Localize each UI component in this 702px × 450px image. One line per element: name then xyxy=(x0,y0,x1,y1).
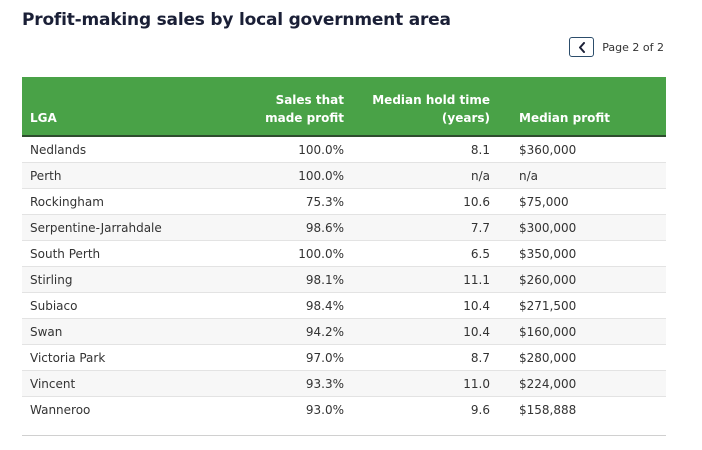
table-row: South Perth 100.0% 6.5 $350,000 xyxy=(22,240,666,267)
page-title: Profit-making sales by local government … xyxy=(22,10,451,30)
header-line: Median hold time xyxy=(372,93,490,107)
cell-median-profit: $75,000 xyxy=(490,188,666,215)
cell-lga: Nedlands xyxy=(22,136,220,163)
data-table: LGA Sales that made profit Median hold t… xyxy=(22,77,666,422)
cell-sales-profit: 75.3% xyxy=(220,188,344,215)
cell-lga: Subiaco xyxy=(22,292,220,319)
pagination: Page 2 of 2 xyxy=(569,37,664,57)
cell-median-profit: $160,000 xyxy=(490,318,666,345)
cell-hold-time: 10.4 xyxy=(344,318,490,345)
cell-sales-profit: 98.4% xyxy=(220,292,344,319)
cell-hold-time: 8.1 xyxy=(344,136,490,163)
cell-lga: Rockingham xyxy=(22,188,220,215)
chevron-left-icon xyxy=(578,38,586,57)
cell-lga: Victoria Park xyxy=(22,344,220,371)
cell-sales-profit: 100.0% xyxy=(220,162,344,189)
header-line: (years) xyxy=(441,111,490,125)
table-row: Rockingham 75.3% 10.6 $75,000 xyxy=(22,188,666,215)
cell-hold-time: 7.7 xyxy=(344,214,490,241)
table-row: Serpentine-Jarrahdale 98.6% 7.7 $300,000 xyxy=(22,214,666,241)
cell-sales-profit: 93.3% xyxy=(220,370,344,397)
column-header-lga[interactable]: LGA xyxy=(22,77,220,137)
cell-hold-time: n/a xyxy=(344,162,490,189)
cell-sales-profit: 94.2% xyxy=(220,318,344,345)
cell-lga: South Perth xyxy=(22,240,220,267)
cell-sales-profit: 100.0% xyxy=(220,136,344,163)
cell-hold-time: 11.0 xyxy=(344,370,490,397)
cell-median-profit: $300,000 xyxy=(490,214,666,241)
column-header-hold-time[interactable]: Median hold time (years) xyxy=(344,77,490,137)
cell-median-profit: $280,000 xyxy=(490,344,666,371)
divider xyxy=(22,435,666,436)
table-body: Nedlands 100.0% 8.1 $360,000 Perth 100.0% n/a n… xyxy=(22,136,666,422)
cell-hold-time: 8.7 xyxy=(344,344,490,371)
cell-lga: Perth xyxy=(22,162,220,189)
header-line: made profit xyxy=(265,111,344,125)
table-row: Stirling 98.1% 11.1 $260,000 xyxy=(22,266,666,293)
cell-sales-profit: 97.0% xyxy=(220,344,344,371)
table-header: LGA Sales that made profit Median hold t… xyxy=(22,77,666,137)
table-row: Nedlands 100.0% 8.1 $360,000 xyxy=(22,136,666,163)
cell-hold-time: 11.1 xyxy=(344,266,490,293)
previous-page-button[interactable] xyxy=(569,37,595,57)
cell-median-profit: $158,888 xyxy=(519,402,577,417)
table-row: Wanneroo 93.0% 9.6 $158,888 xyxy=(22,397,666,423)
cell-lga: Wanneroo xyxy=(30,402,91,417)
table-row: Victoria Park 97.0% 8.7 $280,000 xyxy=(22,344,666,371)
cell-hold-time: 10.6 xyxy=(344,188,490,215)
table-row: Swan 94.2% 10.4 $160,000 xyxy=(22,318,666,345)
header-line: Sales that xyxy=(275,93,344,107)
cell-median-profit: $350,000 xyxy=(490,240,666,267)
cell-median-profit: $360,000 xyxy=(490,136,666,163)
cell-median-profit: $260,000 xyxy=(490,266,666,293)
column-header-median-profit[interactable]: Median profit xyxy=(490,77,666,137)
cell-median-profit: $271,500 xyxy=(490,292,666,319)
cell-hold-time: 6.5 xyxy=(344,240,490,267)
cell-lga: Swan xyxy=(22,318,220,345)
cell-median-profit: n/a xyxy=(490,162,666,189)
cell-sales-profit: 93.0% xyxy=(305,402,344,417)
cell-sales-profit: 100.0% xyxy=(220,240,344,267)
cell-lga: Stirling xyxy=(22,266,220,293)
cell-sales-profit: 98.1% xyxy=(220,266,344,293)
table-row: Vincent 93.3% 11.0 $224,000 xyxy=(22,370,666,397)
column-header-sales-profit[interactable]: Sales that made profit xyxy=(220,77,344,137)
table-row: Perth 100.0% n/a n/a xyxy=(22,162,666,189)
page-indicator: Page 2 of 2 xyxy=(602,40,664,54)
cell-lga: Vincent xyxy=(22,370,220,397)
cell-lga: Serpentine-Jarrahdale xyxy=(22,214,220,241)
cell-sales-profit: 98.6% xyxy=(220,214,344,241)
cell-hold-time: 10.4 xyxy=(344,292,490,319)
cell-median-profit: $224,000 xyxy=(490,370,666,397)
table-row: Subiaco 98.4% 10.4 $271,500 xyxy=(22,292,666,319)
cell-hold-time: 9.6 xyxy=(470,402,490,417)
